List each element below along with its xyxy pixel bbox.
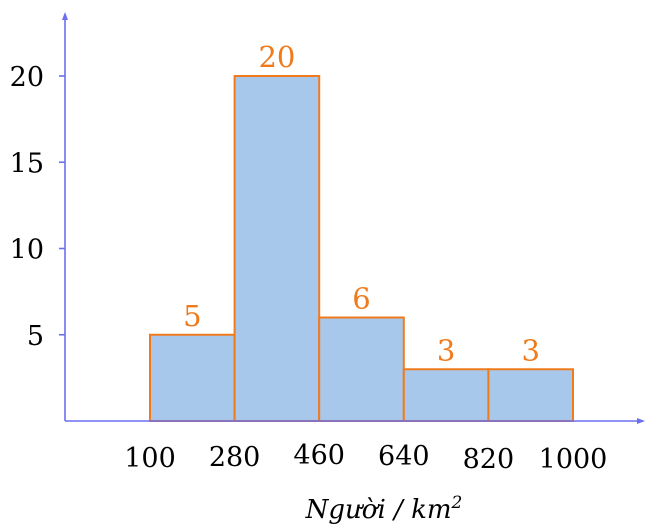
- bar-1: [149, 333, 236, 422]
- x-tick-label-280: 280: [209, 442, 261, 473]
- x-tick-label-100: 100: [124, 443, 176, 474]
- axes-group: [62, 12, 645, 424]
- bars-group: [149, 75, 574, 422]
- y-axis-arrow: [62, 12, 68, 20]
- data-labels-group: 5 20 6 3 3: [183, 40, 540, 367]
- y-tick-label-10: 10: [10, 235, 44, 266]
- y-ticks-group: 5 10 15 20: [10, 62, 65, 352]
- bar-4: [402, 368, 490, 422]
- data-label-1: 5: [183, 299, 201, 333]
- bar-2: [233, 75, 321, 422]
- bar-5: [487, 368, 574, 422]
- x-tick-label-460: 460: [293, 440, 345, 471]
- x-axis-title-main: Người / km: [305, 495, 452, 525]
- y-tick-label-20: 20: [10, 62, 44, 93]
- data-label-5: 3: [521, 333, 539, 367]
- data-label-3: 6: [352, 282, 370, 316]
- y-tick-label-5: 5: [27, 321, 44, 352]
- data-label-2: 20: [258, 40, 295, 74]
- x-axis-title-superscript: 2: [450, 493, 462, 513]
- x-axis-title: Người / km2: [305, 493, 463, 525]
- x-tick-label-640: 640: [378, 441, 430, 472]
- x-tick-label-820: 820: [463, 444, 515, 475]
- x-ticks-group: 100 280 460 640 820 1000: [124, 440, 607, 475]
- bar-3: [318, 316, 405, 422]
- x-tick-label-1000: 1000: [539, 444, 608, 475]
- x-axis-arrow: [637, 418, 645, 424]
- y-tick-label-15: 15: [10, 148, 44, 179]
- data-label-4: 3: [437, 333, 455, 367]
